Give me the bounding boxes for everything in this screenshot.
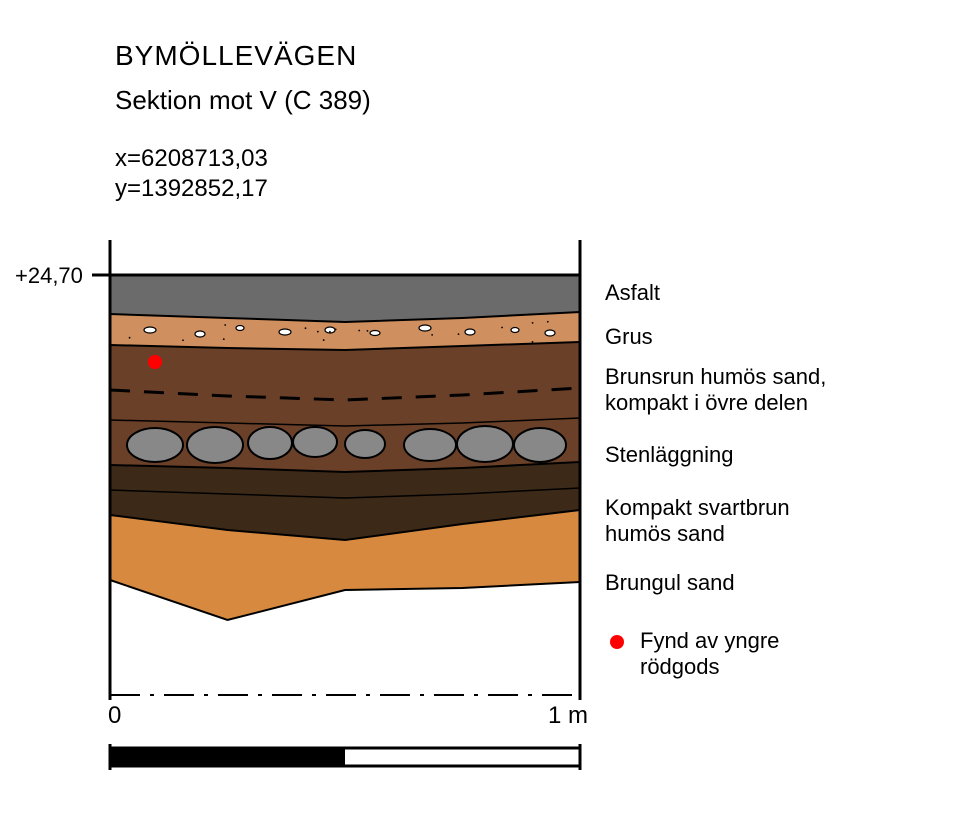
legend-find-a: Fynd av yngre — [640, 628, 779, 653]
legend-svartbrun-a: Kompakt svartbrun — [605, 495, 790, 520]
coord-y: y=1392852,17 — [115, 175, 268, 203]
find-legend-symbol — [605, 628, 635, 658]
legend-grus: Grus — [605, 324, 653, 349]
legend-brungul: Brungul sand — [605, 570, 735, 595]
legend-brun-sand-b: kompakt i övre delen — [605, 390, 808, 415]
legend-brun-sand-a: Brunsrun humös sand, — [605, 364, 826, 389]
legend-sten: Stenläggning — [605, 442, 733, 467]
elevation-label: +24,70 — [15, 263, 83, 289]
title-sub: Sektion mot V (C 389) — [115, 85, 371, 116]
legend-asfalt: Asfalt — [605, 280, 660, 305]
legend-find-b: rödgods — [640, 654, 720, 679]
title-main: BYMÖLLEVÄGEN — [115, 40, 357, 72]
stratigraphy-profile — [110, 240, 580, 700]
scale-right: 1 m — [548, 702, 588, 730]
scale-bar — [100, 740, 600, 780]
coord-x: x=6208713,03 — [115, 145, 268, 173]
legend-svartbrun-b: humös sand — [605, 521, 725, 546]
scale-left: 0 — [108, 702, 121, 730]
